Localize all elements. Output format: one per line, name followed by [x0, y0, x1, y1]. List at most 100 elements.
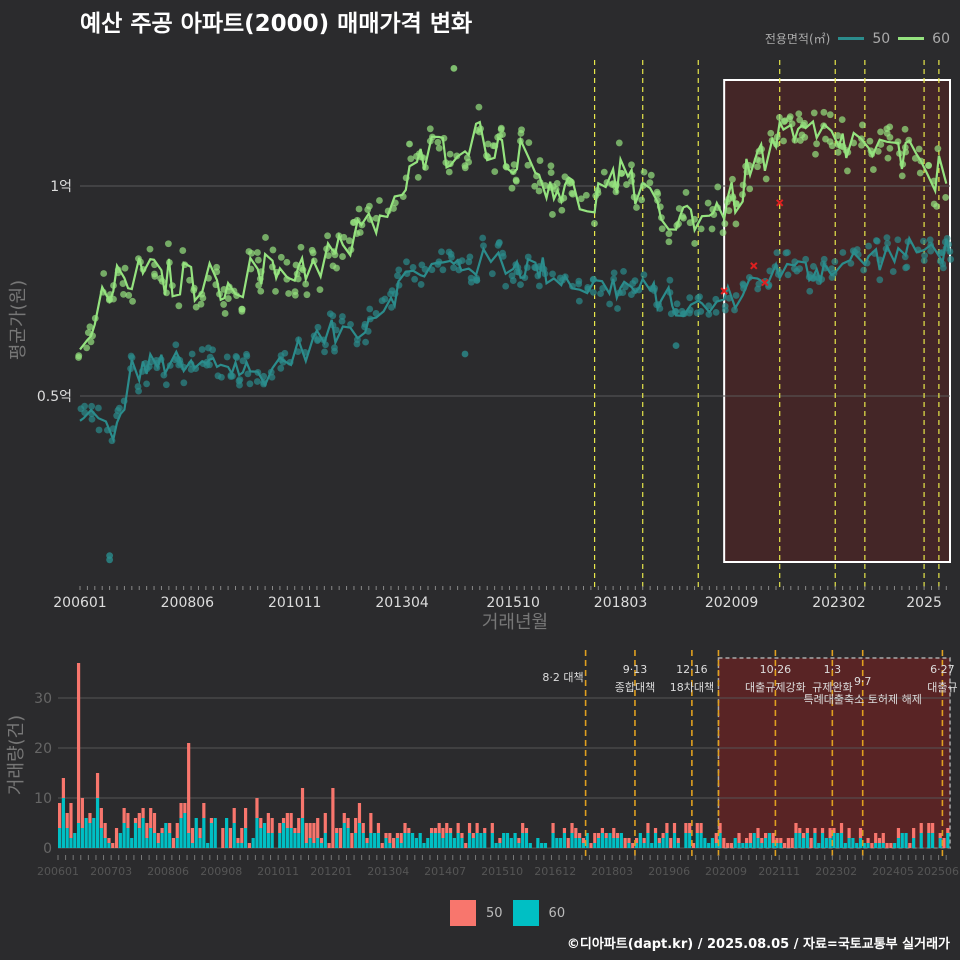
- point-60-13-0: [146, 245, 154, 253]
- bar-60-181: [745, 843, 749, 848]
- point-50-135-2: [820, 255, 828, 263]
- point-60-144-0: [838, 116, 846, 124]
- point-50-75-2: [495, 239, 503, 247]
- bar-50-196: [801, 833, 806, 838]
- bar-50-184: [756, 828, 760, 838]
- bar-60-26: [156, 843, 160, 848]
- bar-60-20: [133, 823, 138, 848]
- point-50-125-0: [773, 249, 781, 257]
- point-50-112-2: [686, 294, 694, 302]
- point-60-31-2: [248, 249, 255, 257]
- bar-50-204: [832, 828, 836, 833]
- bar-50-40: [209, 818, 214, 823]
- point-60-151-0: [884, 154, 892, 162]
- bar-50-70: [323, 813, 327, 833]
- bar-60-80: [361, 833, 365, 848]
- bar-50-56: [270, 818, 274, 833]
- top-x-tick-8: 2025: [906, 595, 942, 611]
- bar-60-68: [316, 838, 320, 848]
- bar-60-215: [874, 843, 878, 848]
- bar-60-86: [384, 838, 388, 848]
- point-60-1-0: [83, 344, 91, 352]
- bar-60-69: [319, 843, 324, 848]
- bar-60-28: [164, 823, 168, 848]
- bar-60-11: [99, 828, 103, 848]
- point-50-110-0: [673, 300, 681, 308]
- policy-label-2-0: 12·16: [676, 663, 708, 676]
- bar-60-216: [877, 843, 882, 848]
- point-50-34-1: [243, 352, 251, 360]
- bar-50-63: [297, 818, 301, 833]
- point-50-95-0: [606, 300, 614, 308]
- point-50-145-0: [876, 276, 884, 284]
- point-50-101-0: [631, 277, 639, 285]
- bar-60-99: [433, 833, 437, 848]
- point-50-3-1: [95, 426, 103, 434]
- bar-50-86: [384, 833, 388, 838]
- bar-60-232: [938, 838, 942, 848]
- point-60-122-1: [729, 175, 736, 183]
- bar-50-142: [596, 833, 601, 838]
- bar-50-135: [570, 823, 574, 833]
- point-50-103-0: [640, 271, 648, 279]
- bar-60-209: [851, 838, 855, 848]
- point-50-70-1: [466, 253, 474, 261]
- bar-60-158: [657, 843, 661, 848]
- bar-60-6: [80, 828, 84, 848]
- point-60-116-0: [697, 225, 705, 233]
- bar-50-219: [889, 843, 893, 848]
- bar-60-84: [376, 833, 381, 848]
- top-x-tick-1: 200806: [161, 595, 215, 611]
- bar-50-138: [581, 838, 586, 843]
- point-50-152-0: [921, 252, 928, 259]
- bar-50-73: [335, 828, 339, 833]
- bar-50-208: [847, 828, 851, 838]
- bar-60-133: [562, 833, 567, 848]
- policy-label-7-0: 6·27: [930, 663, 955, 676]
- point-60-19-0: [175, 302, 183, 310]
- policy-label-6-0: 9·7: [854, 675, 872, 688]
- bar-50-48: [240, 828, 244, 843]
- point-50-147-0: [889, 268, 897, 275]
- point-60-66-1: [434, 138, 442, 146]
- point-50-47-2: [326, 310, 334, 318]
- bar-60-37: [198, 838, 202, 848]
- point-50-25-2: [206, 361, 213, 369]
- bar-60-109: [471, 838, 475, 848]
- point-50-51-1: [353, 340, 361, 348]
- bar-50-12: [103, 823, 107, 838]
- bar-60-24: [149, 828, 153, 848]
- point-60-104-0: [633, 204, 640, 211]
- bar-50-24: [149, 808, 153, 828]
- point-60-87-2: [547, 169, 555, 177]
- point-60-75-1: [484, 140, 492, 148]
- point-60-140-1: [813, 140, 820, 148]
- bar-60-148: [619, 833, 623, 848]
- point-50-30-2: [229, 372, 236, 380]
- bar-50-221: [896, 828, 901, 838]
- bar-50-186: [764, 833, 768, 838]
- point-50-28-0: [218, 373, 225, 381]
- point-60-121-1: [725, 207, 733, 215]
- bar-50-32: [179, 803, 183, 818]
- point-50-40-1: [281, 349, 289, 357]
- point-50-35-0: [246, 380, 254, 388]
- bar-60-67: [312, 843, 316, 848]
- bar-50-6: [80, 798, 84, 828]
- point-50-39-2: [277, 364, 285, 372]
- bar-50-136: [574, 828, 578, 838]
- point-50-84-0: [535, 282, 543, 290]
- point-50-148-0: [894, 236, 902, 244]
- bar-50-58: [278, 823, 282, 833]
- bar-60-197: [805, 833, 809, 848]
- bottom-x-tick-1: 200703: [90, 865, 132, 878]
- legend-swatch-50: [450, 900, 476, 926]
- point-50-21-0: [188, 350, 196, 358]
- bar-60-34: [187, 833, 191, 848]
- point-60-25-2: [213, 263, 221, 271]
- bar-50-71: [327, 843, 331, 848]
- bar-50-147: [615, 833, 620, 838]
- bar-60-147: [615, 838, 620, 848]
- bar-60-212: [862, 843, 866, 848]
